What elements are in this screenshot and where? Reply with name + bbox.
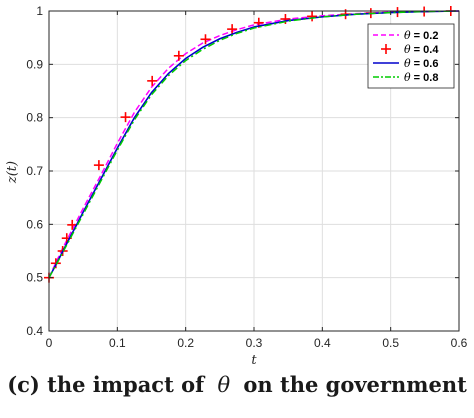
y-tick-label: 0.6 [26, 217, 43, 231]
caption-prefix: the impact of [47, 372, 205, 397]
caption-label: (c) [7, 372, 40, 397]
data-point [147, 75, 158, 86]
legend-label: θ = 0.4 [404, 43, 439, 56]
legend-entry: θ = 0.4 [381, 43, 439, 56]
legend-label: θ = 0.8 [404, 71, 438, 84]
legend-swatch [381, 44, 391, 54]
data-point [93, 160, 104, 171]
y-tick-label: 0.5 [26, 271, 43, 285]
data-point [67, 219, 78, 230]
x-tick-label: 0.6 [451, 336, 468, 350]
x-tick-label: 0 [46, 336, 53, 350]
x-tick-label: 0.2 [177, 336, 194, 350]
data-point [227, 24, 238, 35]
data-point [307, 11, 318, 22]
legend-label: θ = 0.2 [404, 29, 438, 42]
x-tick-label: 0.4 [314, 336, 331, 350]
data-point [200, 34, 211, 45]
data-point [120, 112, 131, 123]
caption-symbol: θ [217, 373, 231, 397]
legend-entry: θ = 0.6 [373, 57, 438, 70]
legend-entry: θ = 0.2 [373, 29, 438, 42]
y-tick-label: 0.7 [26, 164, 43, 178]
figure-caption: (c) the impact of θ on the government [0, 372, 474, 397]
legend-label: θ = 0.6 [404, 57, 438, 70]
y-tick-label: 1 [36, 4, 43, 18]
x-tick-label: 0.1 [109, 336, 126, 350]
caption-suffix: on the government [243, 372, 467, 397]
series-layer [44, 6, 460, 283]
legend-entry: θ = 0.8 [373, 71, 438, 84]
data-point [173, 50, 184, 61]
axis-ticks: 0 0.1 0.2 0.3 0.4 0.5 0.6 0.4 0.5 0.6 0.7 0.8 0.9 1 [26, 4, 467, 350]
x-tick-label: 0.5 [382, 336, 399, 350]
legend: θ = 0.2θ = 0.4θ = 0.6θ = 0.8 [367, 23, 455, 89]
x-tick-label: 0.3 [246, 336, 263, 350]
y-tick-label: 0.9 [26, 57, 43, 71]
chart: 0 0.1 0.2 0.3 0.4 0.5 0.6 0.4 0.5 0.6 0.7 0.8 0.9 1 t… [5, 4, 468, 368]
series-line-3 [48, 10, 460, 279]
y-tick-label: 0.8 [26, 111, 43, 125]
x-axis-label: t [251, 353, 257, 368]
y-axis-label: z(t) [5, 161, 20, 184]
y-tick-label: 0.4 [26, 324, 43, 338]
